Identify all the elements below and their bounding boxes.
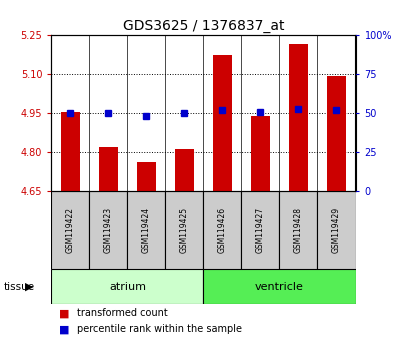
Text: ■: ■ — [59, 324, 70, 334]
Bar — [289, 45, 308, 191]
Text: ventricle: ventricle — [255, 282, 304, 292]
Bar — [137, 162, 156, 191]
Text: GSM119429: GSM119429 — [332, 207, 341, 253]
Title: GDS3625 / 1376837_at: GDS3625 / 1376837_at — [123, 19, 284, 33]
Text: GSM119425: GSM119425 — [180, 207, 189, 253]
Bar — [51, 191, 89, 269]
Bar — [213, 55, 232, 191]
Bar — [203, 269, 356, 304]
Text: atrium: atrium — [109, 282, 146, 292]
Bar — [203, 191, 241, 269]
Bar — [61, 112, 80, 191]
Text: GSM119422: GSM119422 — [66, 207, 75, 253]
Text: tissue: tissue — [4, 282, 35, 292]
Bar — [279, 191, 318, 269]
Text: GSM119423: GSM119423 — [104, 207, 113, 253]
Text: GSM119426: GSM119426 — [218, 207, 227, 253]
Text: GSM119427: GSM119427 — [256, 207, 265, 253]
Text: transformed count: transformed count — [77, 308, 168, 318]
Bar — [89, 191, 127, 269]
Bar — [241, 191, 279, 269]
Bar — [99, 147, 118, 191]
Bar — [251, 116, 270, 191]
Bar — [327, 76, 346, 191]
Text: ▶: ▶ — [25, 282, 34, 292]
Text: GSM119428: GSM119428 — [294, 207, 303, 253]
Text: percentile rank within the sample: percentile rank within the sample — [77, 324, 242, 334]
Bar — [166, 191, 203, 269]
Bar — [127, 191, 166, 269]
Bar — [175, 149, 194, 191]
Text: GSM119424: GSM119424 — [142, 207, 151, 253]
Bar — [51, 269, 203, 304]
Text: ■: ■ — [59, 308, 70, 318]
Bar — [318, 191, 356, 269]
